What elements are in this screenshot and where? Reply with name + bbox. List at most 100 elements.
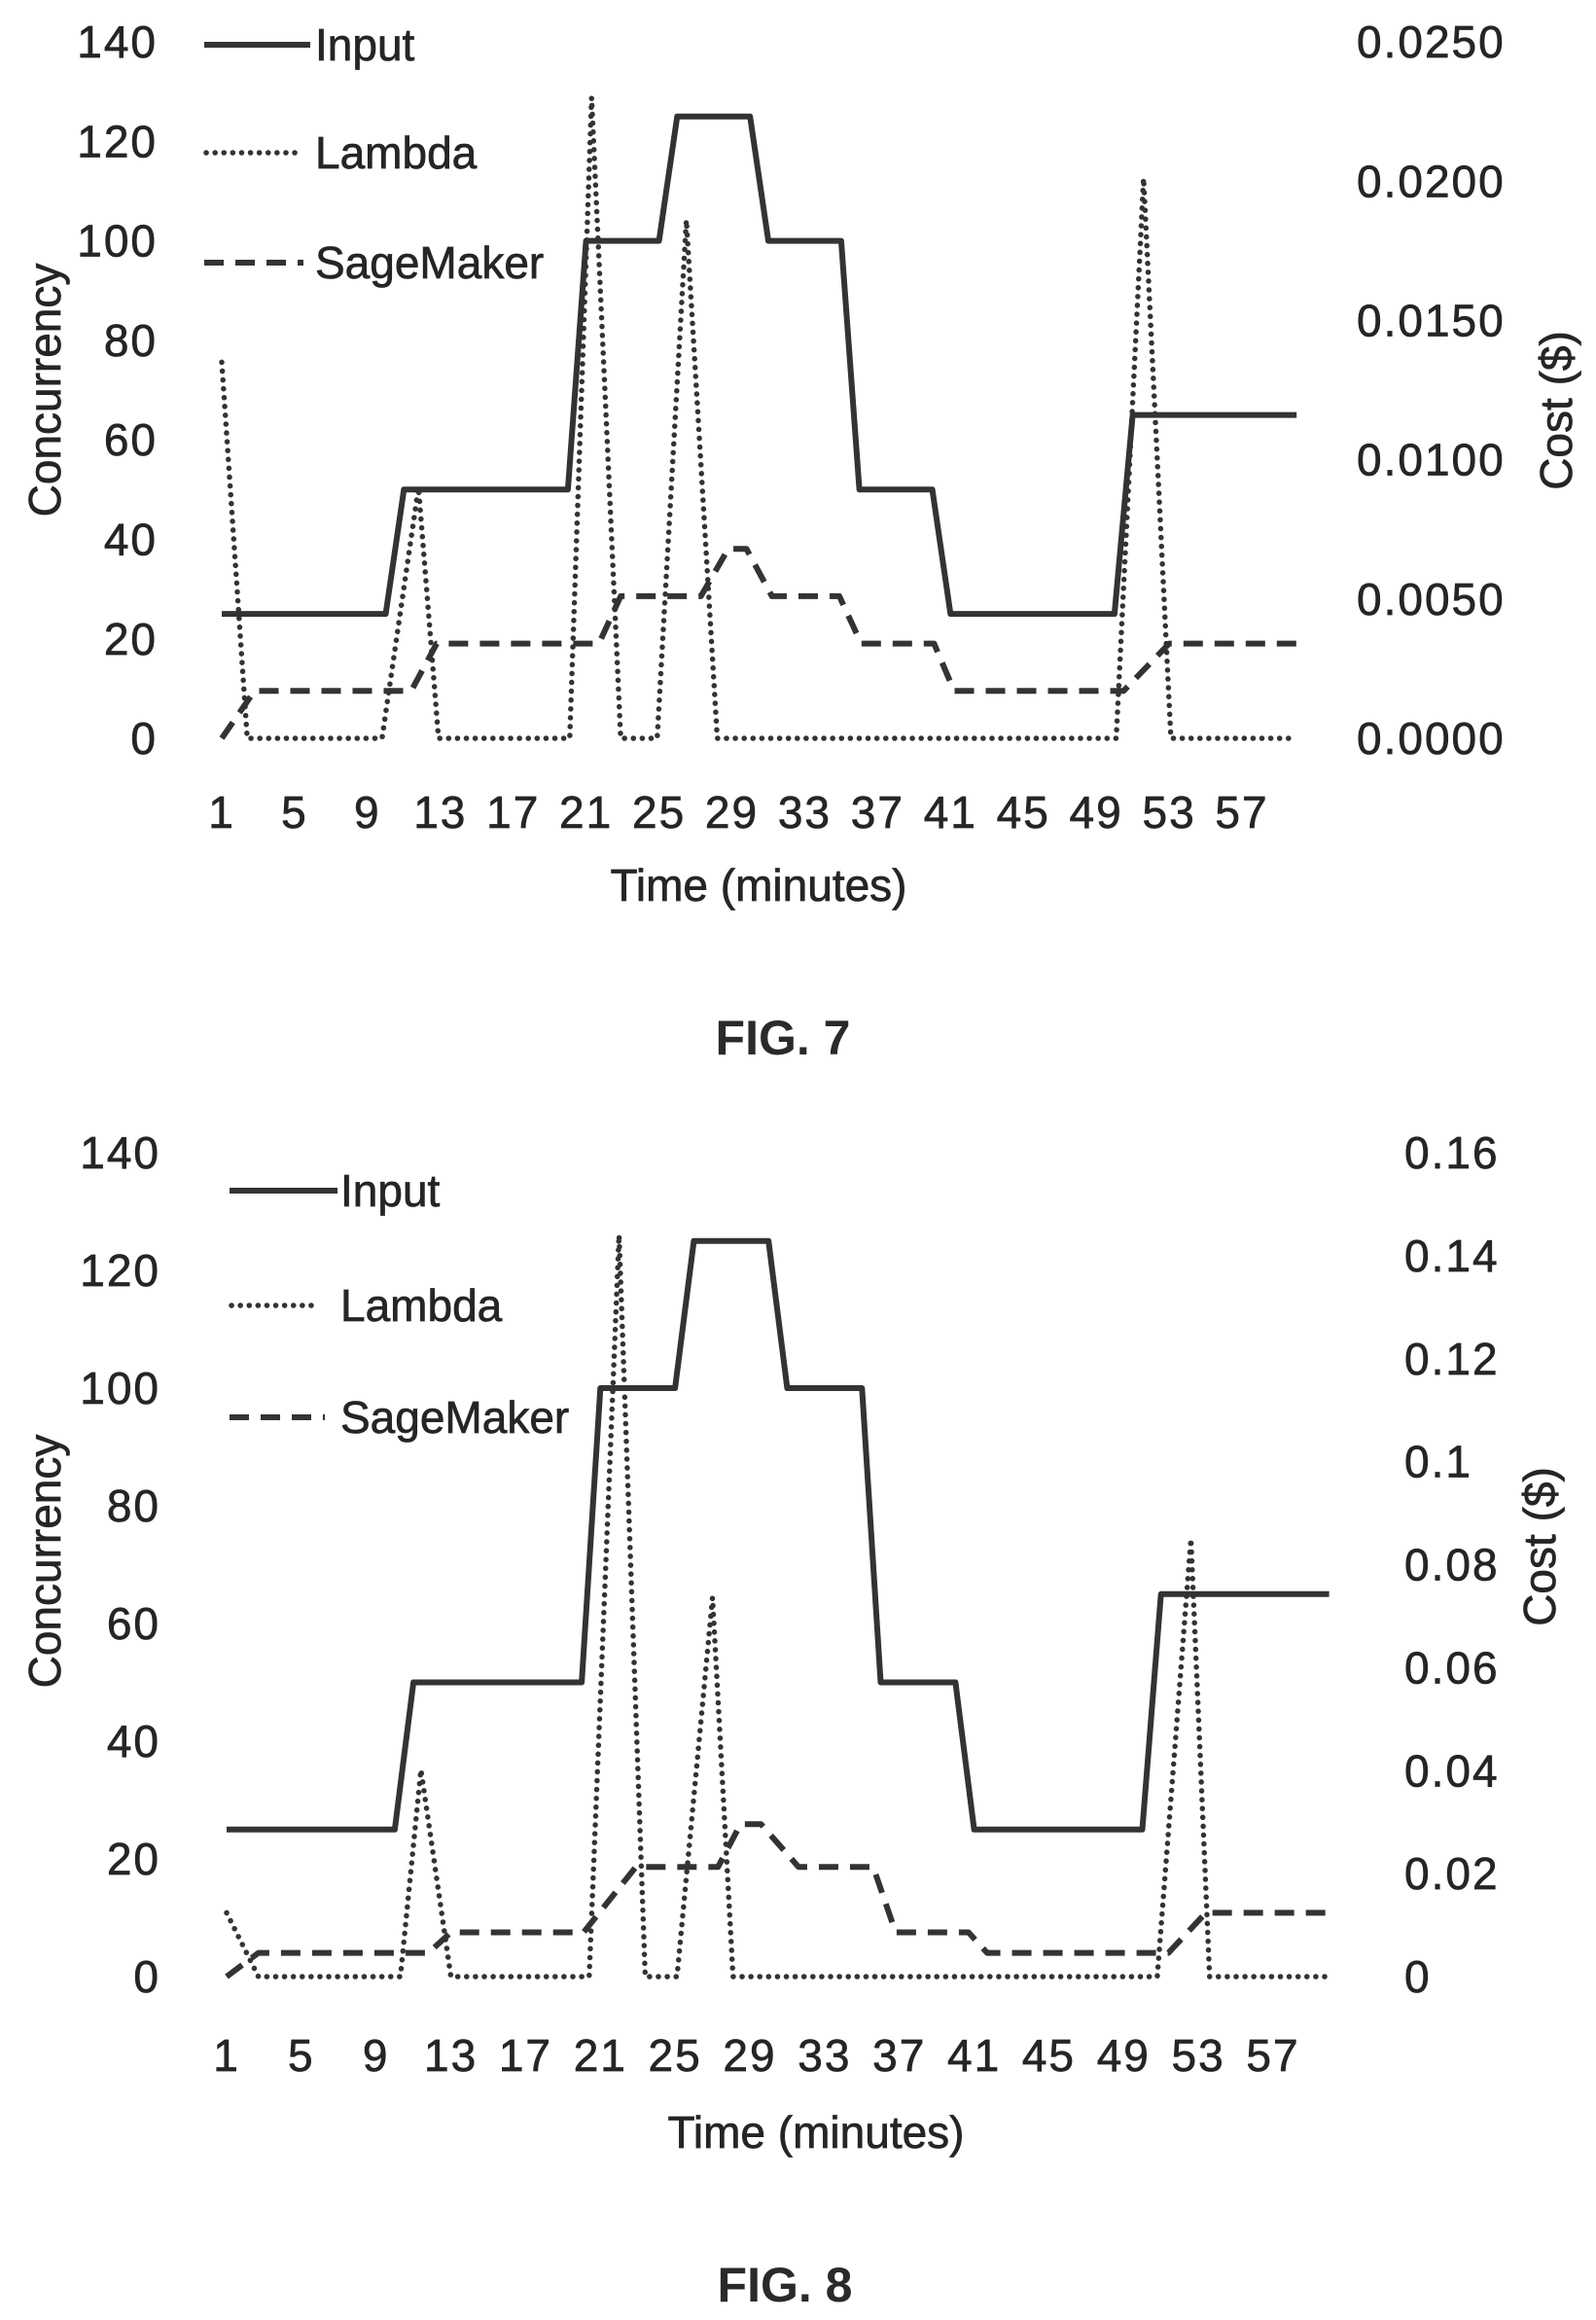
x-tick-label: 33 xyxy=(798,2030,851,2081)
x-tick-label: 21 xyxy=(574,2030,627,2081)
series-line-lambda xyxy=(224,1231,1332,1980)
y-tick-label: 100 xyxy=(80,1363,160,1413)
x-tick-label: 57 xyxy=(1215,787,1268,838)
y-axis-title: Concurrency xyxy=(19,264,70,518)
x-tick-label: 25 xyxy=(649,2030,702,2081)
y2-tick-label: 0.12 xyxy=(1404,1334,1500,1384)
legend-label-sagemaker: SageMaker xyxy=(315,237,544,288)
series-layer xyxy=(224,1231,1332,1980)
y2-tick-label: 0.0000 xyxy=(1357,713,1506,764)
x-tick-label: 1 xyxy=(213,2030,240,2081)
legend-item-lambda: Lambda xyxy=(229,1280,503,1331)
y-tick-label: 140 xyxy=(80,1127,160,1178)
figure-caption: FIG. 7 xyxy=(716,1011,851,1065)
y2-tick-label: 0.1 xyxy=(1404,1437,1472,1487)
y-tick-label: 20 xyxy=(107,1834,160,1884)
series-line-sagemaker xyxy=(219,546,1297,740)
y-tick-label: 60 xyxy=(107,1598,160,1649)
x-tick-label: 9 xyxy=(354,787,381,838)
x-tick-label: 41 xyxy=(947,2030,1001,2081)
x-tick-label: 49 xyxy=(1070,787,1123,838)
x-tick-label: 13 xyxy=(413,787,467,838)
x-tick-label: 37 xyxy=(851,787,904,838)
y-tick-label: 80 xyxy=(107,1481,160,1531)
y2-axis-ticks: 0.0000 0.0050 0.0100 0.0150 0.0200 0.0250 xyxy=(1357,17,1506,765)
y2-tick-label: 0.08 xyxy=(1404,1540,1500,1590)
y2-tick-label: 0.16 xyxy=(1404,1127,1500,1178)
y-tick-label: 120 xyxy=(80,1245,160,1296)
x-tick-label: 25 xyxy=(632,787,686,838)
x-tick-label: 57 xyxy=(1246,2030,1299,2081)
y-tick-label: 100 xyxy=(77,216,158,267)
y-tick-label: 0 xyxy=(133,1951,160,2002)
series-layer xyxy=(219,94,1299,741)
legend-item-input: Input xyxy=(230,1165,441,1216)
x-tick-label: 53 xyxy=(1142,787,1195,838)
x-tick-label: 9 xyxy=(363,2030,390,2081)
y-axis-title: Concurrency xyxy=(19,1435,70,1689)
y-axis-ticks: 0 20 40 60 80 100 120 140 xyxy=(80,1127,160,2003)
y-tick-label: 40 xyxy=(107,1716,160,1767)
x-tick-label: 17 xyxy=(499,2030,552,2081)
y2-tick-label: 0.02 xyxy=(1404,1848,1500,1899)
legend-item-sagemaker: SageMaker xyxy=(230,1392,570,1443)
y2-tick-label: 0.14 xyxy=(1404,1231,1500,1281)
x-axis-title: Time (minutes) xyxy=(611,860,907,910)
x-tick-label: 5 xyxy=(288,2030,315,2081)
legend-item-input: Input xyxy=(204,19,415,70)
x-tick-label: 49 xyxy=(1097,2030,1151,2081)
y2-tick-label: 0.0200 xyxy=(1357,156,1506,206)
x-tick-label: 17 xyxy=(486,787,540,838)
y2-tick-label: 0.0250 xyxy=(1357,17,1506,67)
y-tick-label: 60 xyxy=(104,414,158,465)
x-tick-label: 29 xyxy=(723,2030,776,2081)
series-line-input xyxy=(227,1237,1330,1833)
y2-axis-title: Cost ($) xyxy=(1514,1467,1565,1626)
series-line-lambda xyxy=(219,94,1299,741)
y2-tick-label: 0.0100 xyxy=(1357,435,1506,485)
legend-label-input: Input xyxy=(340,1165,441,1216)
x-tick-label: 41 xyxy=(924,787,977,838)
x-tick-label: 5 xyxy=(281,787,308,838)
x-tick-label: 33 xyxy=(778,787,832,838)
x-tick-label: 29 xyxy=(705,787,759,838)
legend-label-lambda: Lambda xyxy=(340,1280,503,1331)
y2-tick-label: 0.0050 xyxy=(1357,574,1506,625)
legend-item-sagemaker: SageMaker xyxy=(204,237,545,288)
y2-tick-label: 0.0150 xyxy=(1357,296,1506,346)
x-tick-label: 45 xyxy=(1022,2030,1076,2081)
legend-label-lambda: Lambda xyxy=(315,127,478,178)
figure-caption: FIG. 8 xyxy=(718,2258,853,2312)
legend: Input Lambda SageMaker xyxy=(229,1165,570,1443)
y2-tick-label: 0.06 xyxy=(1404,1642,1500,1693)
x-tick-label: 13 xyxy=(424,2030,478,2081)
x-axis-title: Time (minutes) xyxy=(668,2107,965,2158)
series-line-input xyxy=(222,113,1297,618)
y2-axis-ticks: 0 0.02 0.04 0.06 0.08 0.1 0.12 0.14 0.16 xyxy=(1404,1127,1500,2003)
y2-tick-label: 0.04 xyxy=(1404,1745,1500,1796)
x-tick-label: 45 xyxy=(997,787,1050,838)
legend-label-input: Input xyxy=(315,19,415,70)
x-axis-ticks: 1 5 9 13 17 21 25 29 33 37 41 45 49 53 57 xyxy=(208,787,1268,839)
legend-label-sagemaker: SageMaker xyxy=(340,1392,569,1443)
y-axis-ticks: 0 20 40 60 80 100 120 140 xyxy=(77,17,158,765)
y-tick-label: 120 xyxy=(77,116,158,166)
x-tick-label: 21 xyxy=(559,787,613,838)
x-tick-label: 37 xyxy=(872,2030,926,2081)
x-tick-label: 1 xyxy=(208,787,235,838)
y-tick-label: 140 xyxy=(77,17,158,67)
x-tick-label: 53 xyxy=(1172,2030,1225,2081)
series-line-sagemaker xyxy=(225,1821,1330,1980)
y-tick-label: 0 xyxy=(130,713,158,764)
y-tick-label: 20 xyxy=(104,614,158,664)
y2-axis-title: Cost ($) xyxy=(1531,331,1581,490)
legend: Input Lambda SageMaker xyxy=(203,19,545,288)
legend-item-lambda: Lambda xyxy=(203,127,478,178)
y-tick-label: 40 xyxy=(104,515,158,565)
x-axis-ticks: 1 5 9 13 17 21 25 29 33 37 41 45 49 53 57 xyxy=(213,2030,1299,2082)
y-tick-label: 80 xyxy=(104,315,158,366)
y2-tick-label: 0 xyxy=(1404,1951,1432,2002)
